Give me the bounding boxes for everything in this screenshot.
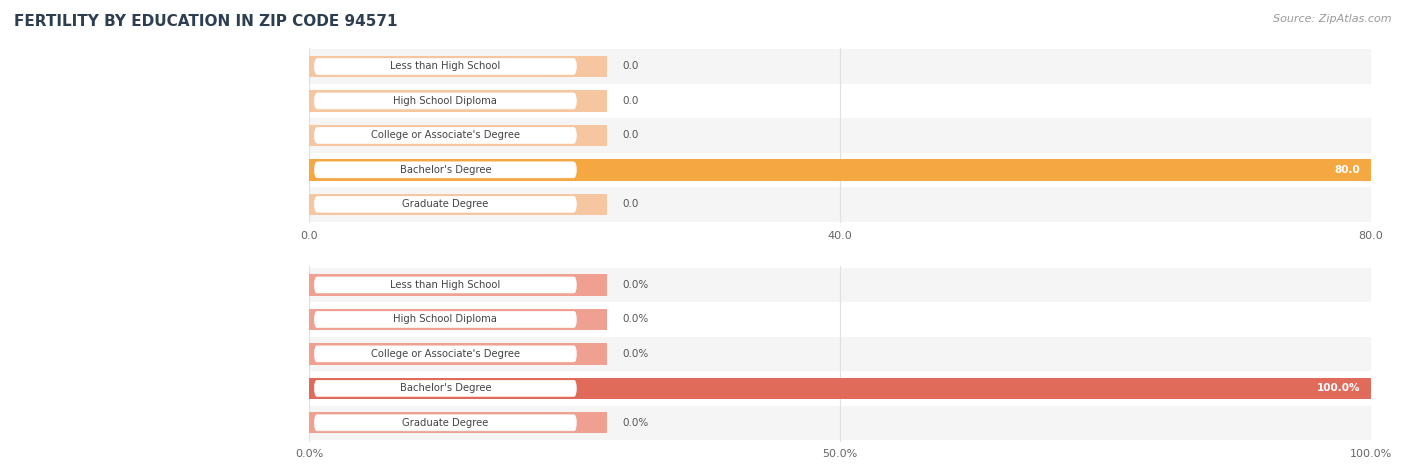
FancyBboxPatch shape <box>315 58 576 75</box>
Text: High School Diploma: High School Diploma <box>394 314 498 324</box>
Bar <box>309 187 1371 221</box>
FancyBboxPatch shape <box>315 346 576 362</box>
Bar <box>309 90 606 112</box>
Text: College or Associate's Degree: College or Associate's Degree <box>371 349 520 359</box>
Text: Less than High School: Less than High School <box>391 61 501 71</box>
FancyBboxPatch shape <box>315 162 576 178</box>
Bar <box>309 49 1371 84</box>
Text: 0.0: 0.0 <box>623 96 638 106</box>
Bar <box>309 268 1371 302</box>
Bar <box>309 406 1371 440</box>
FancyBboxPatch shape <box>315 127 576 143</box>
FancyBboxPatch shape <box>315 277 576 293</box>
Text: 0.0: 0.0 <box>623 200 638 209</box>
Bar <box>309 159 1371 180</box>
Bar <box>309 337 1371 371</box>
Text: 100.0%: 100.0% <box>1317 383 1360 393</box>
Bar <box>309 56 606 77</box>
Text: 0.0%: 0.0% <box>623 418 648 428</box>
Text: 0.0%: 0.0% <box>623 349 648 359</box>
Text: FERTILITY BY EDUCATION IN ZIP CODE 94571: FERTILITY BY EDUCATION IN ZIP CODE 94571 <box>14 14 398 29</box>
FancyBboxPatch shape <box>315 380 576 396</box>
Text: Less than High School: Less than High School <box>391 280 501 290</box>
Text: Source: ZipAtlas.com: Source: ZipAtlas.com <box>1274 14 1392 24</box>
Text: 0.0: 0.0 <box>623 61 638 71</box>
Bar <box>309 194 606 215</box>
Bar <box>309 118 1371 152</box>
FancyBboxPatch shape <box>315 196 576 212</box>
Bar <box>309 274 606 295</box>
Bar <box>309 309 606 330</box>
Text: Bachelor's Degree: Bachelor's Degree <box>399 165 491 175</box>
Text: Graduate Degree: Graduate Degree <box>402 200 489 209</box>
Bar <box>309 412 606 434</box>
Text: High School Diploma: High School Diploma <box>394 96 498 106</box>
FancyBboxPatch shape <box>315 312 576 327</box>
Bar <box>309 125 606 146</box>
Text: 0.0%: 0.0% <box>623 314 648 324</box>
FancyBboxPatch shape <box>315 415 576 431</box>
Text: 80.0: 80.0 <box>1334 165 1360 175</box>
Text: 0.0%: 0.0% <box>623 280 648 290</box>
Bar <box>309 378 1371 399</box>
Text: 0.0: 0.0 <box>623 130 638 141</box>
Text: Bachelor's Degree: Bachelor's Degree <box>399 383 491 393</box>
Bar <box>309 343 606 364</box>
Text: College or Associate's Degree: College or Associate's Degree <box>371 130 520 141</box>
FancyBboxPatch shape <box>315 93 576 109</box>
Text: Graduate Degree: Graduate Degree <box>402 418 489 428</box>
